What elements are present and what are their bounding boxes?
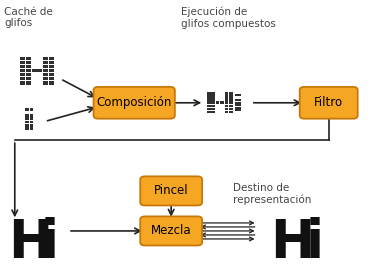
Bar <box>43 81 48 84</box>
Bar <box>229 108 233 110</box>
Bar <box>238 109 242 112</box>
Bar <box>207 98 210 101</box>
Bar <box>49 81 54 84</box>
Bar <box>20 73 25 76</box>
Bar <box>216 101 219 104</box>
Bar <box>211 108 215 110</box>
Bar <box>211 95 215 98</box>
Bar <box>235 109 238 112</box>
Bar <box>30 127 33 130</box>
Bar <box>235 99 238 101</box>
Bar <box>229 104 233 107</box>
Text: Filtro: Filtro <box>314 96 343 109</box>
Bar <box>229 111 233 113</box>
Bar <box>26 73 31 76</box>
Bar <box>224 101 228 104</box>
Bar <box>238 102 242 104</box>
Bar <box>224 111 228 113</box>
FancyBboxPatch shape <box>300 87 357 119</box>
Bar <box>235 94 238 96</box>
Bar <box>43 61 48 64</box>
Bar <box>43 77 48 81</box>
Bar <box>207 104 210 107</box>
Bar <box>235 107 238 109</box>
Bar <box>30 118 33 120</box>
Bar <box>20 81 25 84</box>
Text: i: i <box>41 217 59 269</box>
Bar <box>224 92 228 95</box>
Text: Mezcla: Mezcla <box>151 224 191 238</box>
Bar <box>224 108 228 110</box>
Bar <box>238 107 242 109</box>
Bar <box>207 95 210 98</box>
Bar <box>49 73 54 76</box>
Bar <box>20 57 25 61</box>
Bar <box>235 104 238 106</box>
FancyBboxPatch shape <box>140 176 202 206</box>
FancyBboxPatch shape <box>93 87 175 119</box>
Bar <box>224 95 228 98</box>
Bar <box>25 124 29 127</box>
Bar <box>229 95 233 98</box>
Bar <box>49 57 54 61</box>
Bar <box>43 65 48 68</box>
Bar <box>224 98 228 101</box>
Bar <box>37 69 42 73</box>
Bar <box>32 69 37 73</box>
Bar <box>49 61 54 64</box>
Bar <box>238 104 242 106</box>
Bar <box>238 94 242 96</box>
Bar <box>25 121 29 123</box>
Bar <box>20 77 25 81</box>
Bar <box>229 98 233 101</box>
Bar <box>211 104 215 107</box>
Bar <box>229 101 233 104</box>
Bar <box>20 65 25 68</box>
Bar <box>49 77 54 81</box>
Bar <box>25 118 29 120</box>
Bar <box>49 65 54 68</box>
Bar <box>224 104 228 107</box>
Bar <box>207 111 210 113</box>
Bar <box>26 81 31 84</box>
Text: Destino de
representación: Destino de representación <box>233 183 312 205</box>
Text: i: i <box>305 217 323 269</box>
FancyBboxPatch shape <box>140 216 202 246</box>
Text: H: H <box>8 217 52 269</box>
Bar <box>26 69 31 73</box>
Bar <box>207 101 210 104</box>
Bar <box>26 77 31 81</box>
Bar <box>25 108 29 110</box>
Bar <box>43 57 48 61</box>
Bar <box>26 61 31 64</box>
Bar <box>211 92 215 95</box>
Bar <box>211 98 215 101</box>
Bar <box>235 102 238 104</box>
Bar <box>229 92 233 95</box>
Bar <box>211 101 215 104</box>
Text: Pincel: Pincel <box>154 184 189 197</box>
Bar <box>238 99 242 101</box>
Bar <box>26 57 31 61</box>
Text: Composición: Composición <box>96 96 172 109</box>
Text: Caché de
glifos: Caché de glifos <box>4 7 53 28</box>
Bar <box>26 65 31 68</box>
Bar <box>30 108 33 110</box>
Bar <box>207 108 210 110</box>
Bar <box>43 69 48 73</box>
Bar <box>30 124 33 127</box>
Bar <box>220 101 224 104</box>
Bar <box>20 61 25 64</box>
Text: H: H <box>270 217 315 269</box>
Bar <box>20 69 25 73</box>
Bar <box>43 73 48 76</box>
Bar <box>49 69 54 73</box>
Bar <box>211 111 215 113</box>
Text: Ejecución de
glifos compuestos: Ejecución de glifos compuestos <box>181 7 276 29</box>
Bar <box>30 114 33 117</box>
Bar <box>207 92 210 95</box>
Bar <box>25 127 29 130</box>
Bar <box>25 114 29 117</box>
Bar <box>30 121 33 123</box>
